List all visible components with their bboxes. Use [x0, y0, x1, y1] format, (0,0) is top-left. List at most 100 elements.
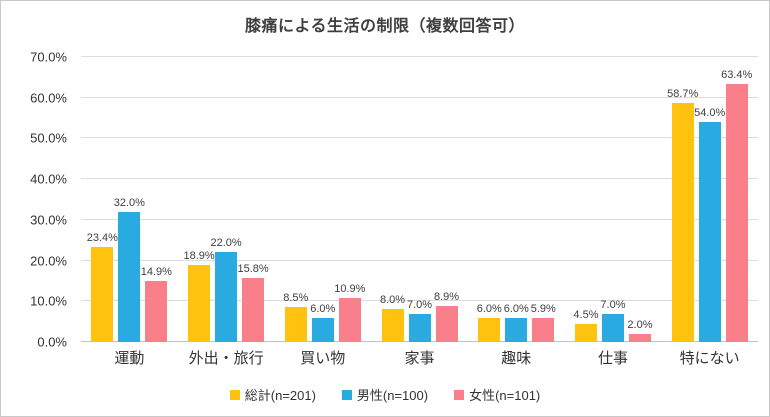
bar — [284, 307, 307, 342]
bar-value-label: 5.9% — [530, 302, 556, 315]
y-tick-label: 50.0% — [30, 130, 67, 146]
bar-slot: 15.8% — [237, 57, 269, 342]
bar-slot: 58.7% — [667, 57, 698, 342]
bar-value-label: 2.0% — [627, 318, 653, 331]
bar-group: 23.4% 32.0% 14.9% — [81, 57, 178, 342]
bar-slot: 18.9% — [183, 57, 215, 342]
bar-value-label: 63.4% — [721, 68, 753, 81]
bar — [505, 317, 528, 342]
bar — [215, 252, 238, 342]
bar — [435, 305, 458, 342]
x-tick-label: 家事 — [404, 350, 435, 367]
bar-slot: 54.0% — [694, 57, 725, 342]
bar-slot: 14.9% — [141, 57, 172, 342]
bar — [532, 317, 555, 342]
bar-slot: 7.0% — [406, 57, 433, 342]
bar-group: 4.5% 7.0% 2.0% — [565, 57, 662, 342]
bar — [91, 246, 114, 342]
legend-item: 女性(n=101) — [454, 385, 540, 404]
bar-value-label: 10.9% — [334, 282, 366, 295]
bar-group: 18.9% 22.0% 15.8% — [178, 57, 275, 342]
bar — [574, 323, 597, 342]
bar-group: 6.0% 6.0% 5.9% — [468, 57, 565, 342]
bar-value-label: 8.0% — [379, 294, 406, 307]
legend-item: 総計(n=201) — [229, 385, 316, 404]
y-tick-label: 20.0% — [30, 253, 67, 269]
bar — [671, 103, 694, 342]
y-tick-label: 30.0% — [30, 212, 67, 228]
bar-value-label: 8.9% — [433, 290, 460, 303]
legend: 総計(n=201) 男性(n=100) 女性(n=101) — [1, 385, 769, 404]
bar-value-label: 6.0% — [503, 302, 529, 315]
gridline — [81, 259, 758, 261]
y-tick-label: 0.0% — [37, 334, 67, 350]
bar-slot: 23.4% — [87, 57, 118, 342]
y-tick-label: 40.0% — [30, 171, 67, 187]
bar-value-label: 23.4% — [86, 231, 118, 244]
bar-value-label: 6.0% — [310, 302, 336, 315]
x-tick-label: 外出・旅行 — [188, 350, 264, 367]
bar — [381, 309, 404, 342]
bar-slot: 7.0% — [600, 57, 626, 342]
bar-value-label: 18.9% — [183, 250, 215, 263]
legend-item: 男性(n=100) — [341, 385, 429, 404]
bar — [311, 317, 334, 342]
bar-slot: 22.0% — [210, 57, 242, 342]
bar-group: 58.7% 54.0% 63.4% — [661, 57, 758, 342]
bar-groups: 23.4% 32.0% 14.9% 18.9% 22.0% 15.8% 8.5% 6.0% 10… — [81, 57, 758, 342]
bar-slot: 2.0% — [627, 57, 653, 342]
bar-value-label: 7.0% — [406, 298, 433, 311]
bar-slot: 6.0% — [503, 57, 529, 342]
x-tick-label: 買い物 — [300, 350, 346, 367]
bar — [408, 313, 431, 342]
gridline — [81, 96, 758, 98]
bar-slot: 10.9% — [334, 57, 365, 342]
legend-swatch-icon — [229, 389, 240, 400]
gridline — [81, 56, 758, 57]
y-tick-label: 10.0% — [30, 293, 67, 309]
bar-slot: 63.4% — [721, 57, 752, 342]
bar-group: 8.0% 7.0% 8.9% — [371, 57, 468, 342]
bar-value-label: 14.9% — [140, 266, 172, 279]
bar — [601, 313, 624, 342]
bar-value-label: 32.0% — [113, 196, 145, 209]
bar-slot: 8.9% — [433, 57, 460, 342]
bar-value-label: 54.0% — [694, 107, 726, 120]
bar-value-label: 15.8% — [237, 262, 269, 275]
bar — [242, 277, 265, 342]
legend-label: 総計(n=201) — [244, 388, 316, 403]
bar — [338, 297, 361, 342]
bar — [145, 281, 168, 342]
legend-swatch-icon — [341, 389, 352, 400]
x-axis-labels: 運動 外出・旅行 買い物 家事 趣味 仕事 特にない — [81, 347, 758, 368]
legend-label: 女性(n=101) — [469, 388, 541, 403]
y-axis: 0.0% 10.0% 20.0% 30.0% 40.0% 50.0% 60.0% 70.0% — [1, 50, 73, 350]
y-tick-label: 70.0% — [30, 49, 67, 65]
bar-slot: 5.9% — [530, 57, 556, 342]
chart-title: 膝痛による生活の制限（複数回答可） — [244, 18, 526, 35]
gridline — [81, 137, 758, 139]
x-tick-label: 運動 — [114, 350, 145, 367]
y-tick-label: 60.0% — [30, 90, 67, 106]
bar-slot: 8.0% — [379, 57, 406, 342]
gridline — [81, 300, 758, 302]
bar-value-label: 22.0% — [210, 237, 242, 250]
legend-label: 男性(n=100) — [356, 388, 429, 403]
bar-value-label: 7.0% — [600, 298, 626, 311]
legend-swatch-icon — [454, 389, 465, 400]
bar — [698, 122, 721, 342]
bar-slot: 6.0% — [476, 57, 502, 342]
x-tick-label: 趣味 — [501, 350, 532, 367]
gridline — [81, 218, 758, 220]
x-tick-label: 特にない — [679, 350, 740, 367]
gridline — [81, 178, 758, 180]
bar — [478, 317, 501, 342]
bar — [118, 211, 141, 342]
bar-value-label: 6.0% — [476, 302, 502, 315]
bar-slot: 8.5% — [283, 57, 308, 342]
bar-value-label: 58.7% — [667, 88, 699, 101]
bar-group: 8.5% 6.0% 10.9% — [274, 57, 371, 342]
bar — [188, 265, 211, 342]
bar-slot: 32.0% — [114, 57, 145, 342]
